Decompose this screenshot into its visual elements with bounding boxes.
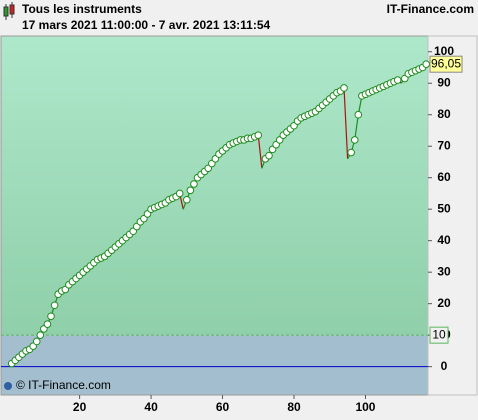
y-tick-label: 30 [437, 264, 451, 278]
equity-point [32, 337, 41, 346]
x-tick-label: 80 [287, 400, 301, 414]
equity-point [186, 186, 195, 195]
equity-point [340, 84, 348, 92]
equity-point [350, 136, 359, 144]
threshold-box [429, 326, 449, 344]
equity-point [393, 76, 402, 84]
y-tick-label: 60 [437, 170, 451, 184]
equity-point [183, 195, 191, 204]
x-tick-label: 100 [355, 400, 375, 414]
x-tick-label: 60 [216, 400, 230, 414]
equity-point [265, 151, 273, 160]
equity-point [422, 60, 431, 68]
y-tick-label: 40 [437, 233, 451, 247]
equity-segment [354, 114, 359, 141]
y-tick-label: 20 [437, 296, 451, 310]
equity-point [347, 148, 355, 157]
equity-segment [257, 135, 263, 169]
x-tick-label: 40 [144, 400, 158, 414]
y-tick-label: 0 [441, 359, 448, 373]
app-icon [3, 2, 15, 20]
title: Tous les instruments [22, 2, 142, 16]
footer-logo [4, 382, 12, 390]
equity-point [43, 320, 52, 328]
subtitle: 17 mars 2021 11:00:00 - 7 avr. 2021 13:1… [22, 18, 271, 32]
y-tick-label: 100 [434, 44, 454, 58]
y-tick-label: 90 [437, 75, 451, 89]
equity-point [354, 110, 363, 119]
equity-segment [343, 87, 349, 159]
last-value-label: 96,05 [431, 56, 461, 70]
equity-point [36, 331, 45, 339]
equity-point [190, 180, 198, 188]
footer: © IT-Finance.com [16, 378, 111, 392]
equity-point [50, 301, 59, 310]
plot-area-lower [1, 335, 428, 395]
last-value-box [429, 55, 463, 73]
axis-area [427, 35, 478, 396]
y-tick-label: 80 [437, 107, 451, 121]
threshold-label: 10 [432, 327, 446, 341]
x-tick-label: 20 [73, 400, 87, 414]
y-tick-label: 70 [437, 138, 451, 152]
equity-point [254, 131, 263, 139]
y-tick-label: 50 [437, 201, 451, 215]
equity-point [47, 312, 55, 321]
brand: IT-Finance.com [387, 2, 474, 16]
equity-point [175, 189, 184, 198]
